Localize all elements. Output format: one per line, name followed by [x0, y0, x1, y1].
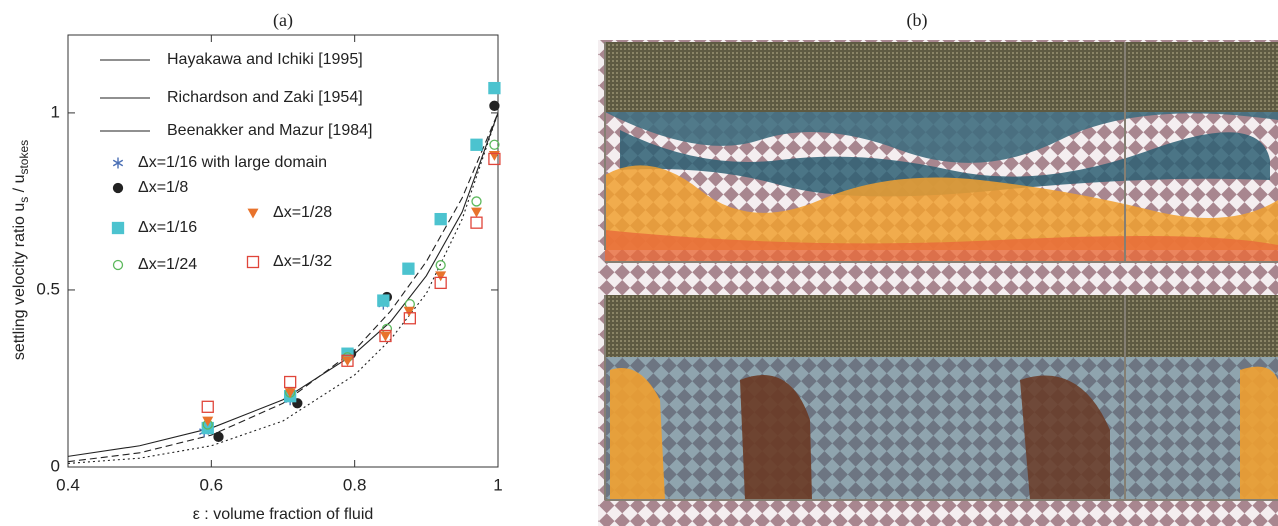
simulation-image [598, 40, 1278, 526]
y-axis-label: settling velocity ratio us / ustokes [11, 140, 31, 360]
data-point [378, 295, 389, 306]
legend-marker [114, 261, 123, 270]
data-point [202, 401, 213, 412]
panel-title: (a) [273, 10, 293, 31]
legend-marker [248, 257, 259, 268]
data-point [472, 197, 481, 206]
x-tick-label: 0.4 [56, 475, 80, 494]
x-axis-label: ε : volume fraction of fluid [193, 506, 374, 523]
data-point [403, 263, 414, 274]
x-tick-label: 0.6 [200, 475, 224, 494]
x-tick-label: 1 [493, 475, 502, 494]
legend-marker [114, 184, 123, 193]
x-tick-label: 0.8 [343, 475, 367, 494]
legend-label: Δx=1/16 with large domain [138, 154, 327, 171]
y-tick-label: 0 [51, 456, 60, 475]
panel-title: (b) [907, 10, 928, 31]
legend-marker [248, 209, 259, 219]
legend-marker [248, 257, 259, 268]
legend-label: Δx=1/32 [273, 253, 332, 270]
y-axis-label-part: / u [11, 175, 28, 197]
y-axis-label-part: stokes [17, 140, 31, 175]
data-point [471, 139, 482, 150]
data-point [435, 214, 446, 225]
legend-marker [113, 158, 123, 169]
legend-marker [114, 261, 123, 270]
data-point [435, 271, 446, 281]
page: {"chart_data": [ {"type": "scatter", "ti… [0, 0, 1278, 526]
data-point [436, 261, 445, 270]
data-point [489, 83, 500, 94]
data-point [285, 377, 296, 388]
data-point [490, 101, 499, 110]
data-point [471, 208, 482, 218]
legend-marker [113, 223, 124, 234]
data-point [404, 307, 415, 317]
figure: (b) (a) 0.4 0.6 0.8 1 0 0.5 1 ε : volume fractio… [0, 0, 1278, 526]
legend-marker [113, 223, 124, 234]
data-point [214, 432, 223, 441]
legend-label: Hayakawa and Ichiki [1995] [167, 51, 363, 68]
legend-marker [114, 184, 123, 193]
legend-label: Δx=1/28 [273, 204, 332, 221]
data-point [471, 217, 482, 228]
legend-label: Δx=1/24 [138, 256, 197, 273]
y-axis-label-part: settling velocity ratio u [11, 203, 28, 360]
legend-label: Richardson and Zaki [1954] [167, 89, 363, 106]
legend-label: Δx=1/16 [138, 219, 197, 236]
legend-label: Δx=1/8 [138, 179, 188, 196]
y-tick-label: 1 [51, 102, 60, 121]
legend-marker [113, 158, 123, 169]
y-tick-label: 0.5 [36, 279, 60, 298]
legend-label: Beenakker and Mazur [1984] [167, 122, 372, 139]
data-point [380, 332, 391, 342]
legend-marker [248, 209, 259, 219]
